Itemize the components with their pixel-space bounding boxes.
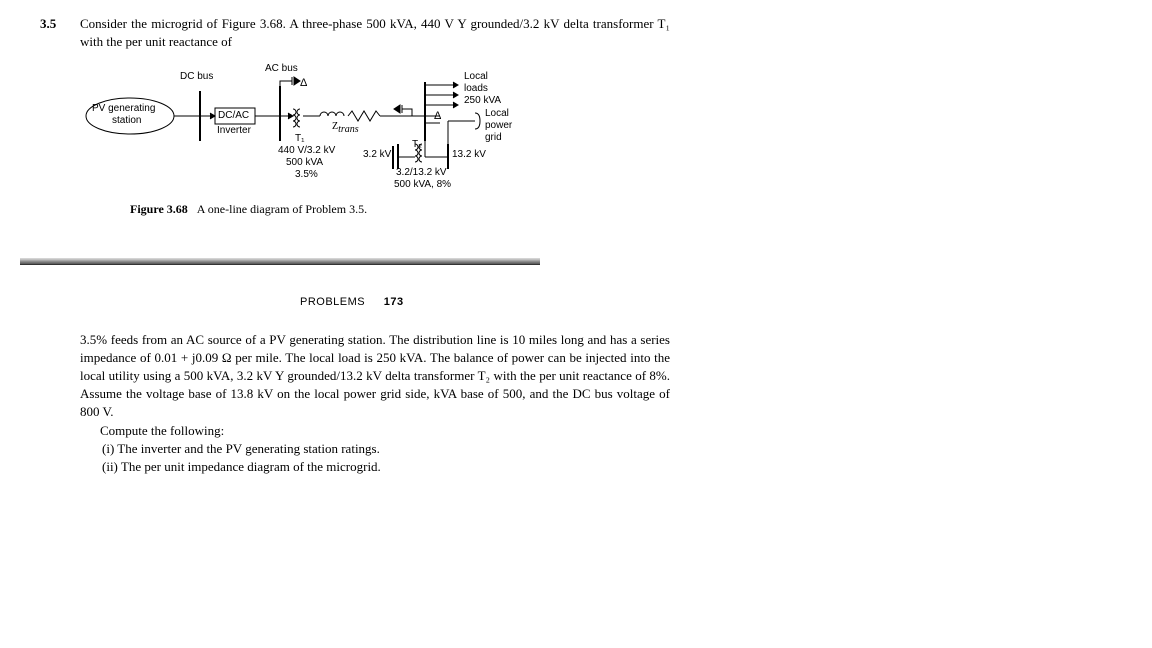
label-t1-name: T₁ — [295, 133, 304, 145]
label-pv-2: station — [112, 115, 141, 127]
label-loads-3: 250 kVA — [464, 95, 501, 107]
label-t2-name: T₂ — [412, 139, 422, 151]
label-inverter-1: DC/AC — [218, 110, 249, 122]
figure-caption-text: A one-line diagram of Problem 3.5. — [197, 202, 367, 216]
page-number: 173 — [384, 296, 404, 308]
label-t1-l3: 3.5% — [295, 169, 318, 181]
question-1: (i) The inverter and the PV generating s… — [102, 440, 670, 458]
page-section: PROBLEMS — [300, 296, 365, 308]
compute-heading: Compute the following: — [80, 422, 670, 440]
label-t2-l1: 3.2/13.2 kV — [396, 167, 447, 179]
page-header: PROBLEMS 173 — [300, 295, 1112, 310]
label-grid-1: Local — [485, 108, 509, 120]
label-t1-l2: 500 kVA — [286, 157, 323, 169]
label-t2-right: 13.2 kV — [452, 149, 486, 161]
label-loads-2: loads — [464, 83, 488, 95]
label-t1-l1: 440 V/3.2 kV — [278, 145, 335, 157]
label-loads-1: Local — [464, 71, 488, 83]
label-delta-t2: Δ — [434, 110, 441, 123]
label-grid-2: power — [485, 120, 512, 132]
figure-caption: Figure 3.68 A one-line diagram of Proble… — [130, 201, 1112, 218]
label-t2-l2: 500 kVA, 8% — [394, 179, 451, 191]
label-delta-t1: Δ — [300, 77, 307, 90]
figure-diagram: DC bus AC bus Δ Δ PV generating station … — [80, 61, 560, 191]
label-inverter-2: Inverter — [217, 125, 251, 137]
label-ztrans-sub: trans — [338, 124, 359, 135]
problem-intro: Consider the microgrid of Figure 3.68. A… — [80, 15, 670, 51]
figure-caption-label: Figure 3.68 — [130, 202, 188, 216]
page-break-bar — [20, 258, 540, 265]
label-t2-left: 3.2 kV — [363, 149, 391, 161]
label-pv-1: PV generating — [92, 103, 155, 115]
label-ac-bus: AC bus — [265, 63, 298, 75]
continuation-para: 3.5% feeds from an AC source of a PV gen… — [80, 331, 670, 422]
label-grid-3: grid — [485, 132, 502, 144]
problem-number: 3.5 — [40, 15, 80, 51]
question-2: (ii) The per unit impedance diagram of t… — [102, 458, 670, 476]
label-dc-bus: DC bus — [180, 71, 213, 83]
